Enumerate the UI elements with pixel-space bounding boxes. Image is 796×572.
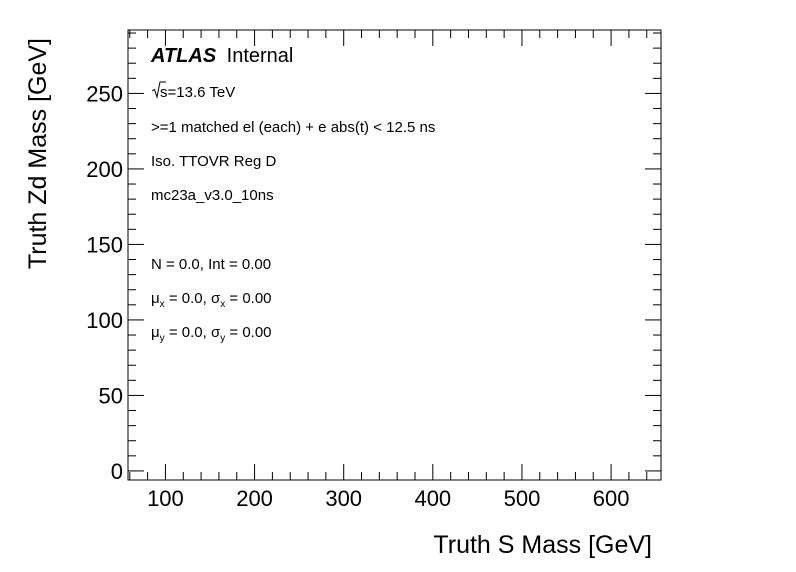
- y-tick-label: 150: [86, 232, 123, 257]
- annotation-sample: mc23a_v3.0_10ns: [151, 187, 274, 204]
- x-tick-label: 200: [236, 486, 273, 511]
- x-axis-ticks: [129, 30, 648, 480]
- y-axis-title: Truth Zd Mass [GeV]: [24, 38, 52, 269]
- y-tick-label: 200: [86, 157, 123, 182]
- plot-frame: [127, 29, 662, 481]
- stats-x: μx = 0.0, σx = 0.00: [151, 290, 272, 310]
- atlas-status-text: Internal: [227, 45, 294, 67]
- x-tick-label: 100: [147, 486, 184, 511]
- y-tick-label: 50: [99, 383, 123, 408]
- atlas-label: ATLAS Internal: [150, 45, 293, 67]
- x-axis-title: Truth S Mass [GeV]: [433, 531, 652, 559]
- stats-sigma-y: 0.00: [242, 324, 271, 341]
- x-tick-label: 500: [504, 486, 541, 511]
- sqrt-symbol: [151, 81, 166, 99]
- y-axis-tick-labels: 0 50 100 150 200 250: [86, 81, 123, 484]
- energy-label: s=13.6 TeV: [151, 81, 235, 101]
- stats-mu-y: 0.0: [182, 324, 203, 341]
- x-tick-label: 300: [325, 486, 362, 511]
- y-tick-label: 0: [111, 459, 123, 484]
- stats-mu-x: 0.0: [182, 290, 203, 307]
- stats-y: μy = 0.0, σy = 0.00: [151, 324, 272, 344]
- energy-text: s=13.6 TeV: [160, 84, 235, 101]
- y-axis-ticks: [128, 32, 661, 472]
- annotation-selection: >=1 matched el (each) + e abs(t) < 12.5 …: [151, 119, 435, 136]
- stats-n-int: N = 0.0, Int = 0.00: [151, 256, 271, 273]
- annotation-region: Iso. TTOVR Reg D: [151, 153, 276, 170]
- atlas-experiment-text: ATLAS: [150, 45, 217, 67]
- stats-sigma-x: 0.00: [242, 290, 271, 307]
- x-axis-tick-labels: 100 200 300 400 500 600: [147, 486, 629, 511]
- x-tick-label: 400: [414, 486, 451, 511]
- y-tick-label: 100: [86, 308, 123, 333]
- y-tick-label: 250: [86, 81, 123, 106]
- x-tick-label: 600: [593, 486, 630, 511]
